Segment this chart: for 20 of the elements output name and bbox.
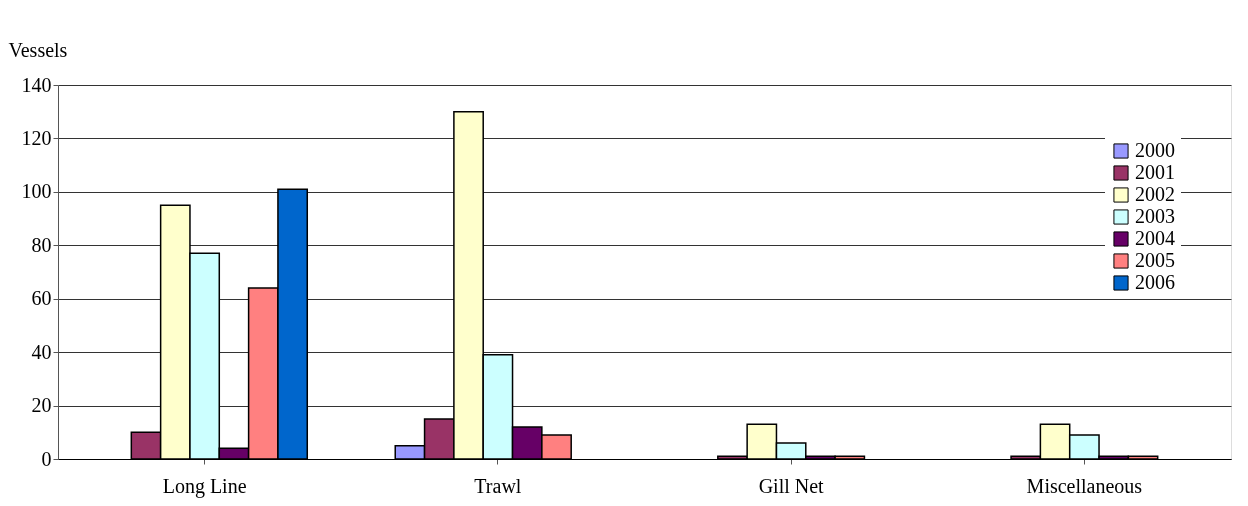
legend-label: 2005 (1135, 249, 1175, 271)
legend-label: 2003 (1135, 205, 1175, 227)
y-tick-label: 0 (41, 447, 52, 470)
x-tick-label: Long Line (162, 474, 247, 498)
x-tick-label: Gill Net (758, 474, 825, 497)
y-tick-label: 80 (31, 233, 52, 256)
legend-label: 2006 (1135, 271, 1175, 293)
y-tick-label: 120 (21, 126, 52, 149)
legend-label: 2001 (1135, 161, 1175, 183)
y-tick-label: 100 (21, 180, 52, 203)
y-tick-label: 140 (21, 73, 52, 96)
y-tick-label: 40 (31, 340, 52, 363)
x-tick-label: Miscellaneous (1026, 474, 1143, 497)
y-axis-title: Vessels (8, 38, 68, 61)
x-tick-label: Trawl (474, 474, 522, 497)
y-tick-label: 20 (31, 394, 52, 417)
legend-label: 2000 (1135, 139, 1175, 161)
legend-label: 2002 (1135, 183, 1175, 205)
y-tick-label: 60 (31, 287, 52, 310)
legend-label: 2004 (1135, 227, 1175, 249)
